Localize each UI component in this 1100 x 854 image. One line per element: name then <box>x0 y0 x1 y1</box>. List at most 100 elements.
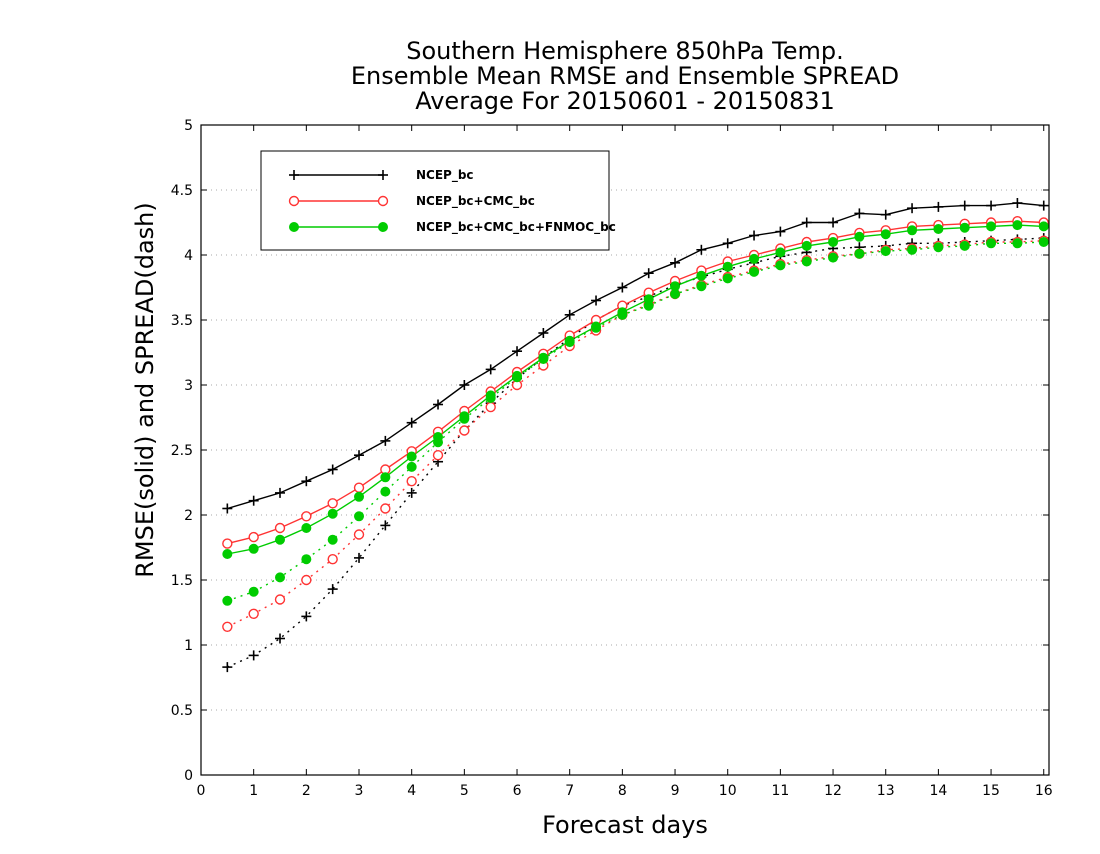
series-3-rmse-point <box>433 432 444 442</box>
series-1-rmse-point <box>986 200 997 211</box>
series-1-rmse-point <box>485 364 496 375</box>
series-1-rmse-point <box>222 503 233 514</box>
x-tick-label: 7 <box>565 783 574 799</box>
x-tick-label: 15 <box>982 783 1000 799</box>
y-axis-ticks: 0 0.5 1 1.5 2 2.5 3 3.5 4 4.5 5 <box>171 118 1049 784</box>
y-tick-label: 3 <box>184 378 193 394</box>
series-1-rmse-point <box>327 464 338 475</box>
series-3-rmse-point <box>1012 220 1023 231</box>
x-tick-label: 16 <box>1035 783 1053 799</box>
series-1-rmse-point <box>775 226 786 237</box>
x-tick-label: 12 <box>824 783 842 799</box>
series-3-spread-point <box>801 256 812 267</box>
legend-label-3: NCEP_bc+CMC_bc+FNMOC_bc <box>416 220 616 235</box>
x-tick-label: 10 <box>719 783 737 799</box>
series-3-rmse-point <box>275 534 286 545</box>
series-2-rmse-point <box>327 498 338 509</box>
series-2-rmse-point <box>301 511 312 522</box>
series-3-rmse-point <box>670 281 681 292</box>
legend-marker-2 <box>288 195 300 207</box>
series-3-rmse-line <box>227 224 1044 555</box>
y-tick-label: 0 <box>184 768 193 784</box>
legend-marker-1 <box>289 170 299 180</box>
series-3-rmse-point <box>828 237 839 247</box>
series-2-spread-point <box>222 621 233 632</box>
series-3-spread-point <box>722 273 733 284</box>
series-3-spread-point <box>749 266 760 277</box>
series-1-rmse-point <box>512 346 523 357</box>
legend-marker-1-end <box>378 170 388 180</box>
series-1-spread-point <box>406 487 417 498</box>
series-1-rmse-point <box>275 487 286 498</box>
series-3-spread-point <box>854 248 865 259</box>
series-1-rmse-point <box>933 201 944 212</box>
x-tick-label: 11 <box>771 783 789 799</box>
series-1-rmse-point <box>880 209 891 220</box>
series-3-spread-point <box>907 244 918 255</box>
x-axis-ticks: 0 1 2 3 4 5 6 7 8 9 10 11 12 13 14 15 16 <box>197 125 1053 799</box>
series-1-spread-point <box>327 584 338 595</box>
y-tick-label: 3.5 <box>171 313 193 329</box>
legend-label-2: NCEP_bc+CMC_bc <box>416 194 535 209</box>
series-2-spread-point <box>380 503 391 514</box>
series-3-rmse-point <box>775 247 786 258</box>
series-3-rmse-point <box>301 523 312 533</box>
x-tick-label: 13 <box>877 783 895 799</box>
x-tick-label: 8 <box>618 783 627 799</box>
series-3-rmse-point <box>354 491 365 502</box>
series-2-rmse-point <box>274 522 286 534</box>
series-markers <box>222 198 1049 673</box>
y-tick-label: 2 <box>184 508 193 524</box>
series-3-rmse-point <box>959 222 970 233</box>
series-2-rmse-point <box>248 531 259 543</box>
series-3-rmse-point <box>406 451 417 462</box>
title-line-2: Ensemble Mean RMSE and Ensemble SPREAD <box>351 62 899 90</box>
series-3-spread-point <box>354 511 365 522</box>
series-1-rmse-point <box>722 238 733 249</box>
series-3-spread-point <box>986 238 997 249</box>
series-3-spread-point <box>380 486 391 497</box>
series-3-rmse-point <box>248 543 259 554</box>
series-2-rmse-point <box>353 482 365 493</box>
series-1-rmse-point <box>354 450 365 461</box>
series-1-spread-point <box>301 611 312 622</box>
series-3-spread-point <box>828 252 839 263</box>
y-axis-label: RMSE(solid) and SPREAD(dash) <box>131 202 159 578</box>
series-1-spread-point <box>275 633 286 644</box>
y-tick-label: 2.5 <box>171 443 193 459</box>
series-3-rmse-point <box>907 225 918 236</box>
series-3-rmse-point <box>459 411 470 422</box>
x-tick-label: 5 <box>460 783 469 799</box>
series-1-rmse-point <box>1012 198 1023 208</box>
series-1-rmse-point <box>617 282 628 293</box>
series-1-rmse-point <box>670 257 681 268</box>
series-3-spread-point <box>959 240 970 251</box>
series-3-spread-point <box>775 260 786 271</box>
legend-marker-2-end <box>377 195 389 207</box>
x-tick-label: 9 <box>671 783 680 799</box>
series-1-rmse-point <box>248 495 259 506</box>
series-1-rmse-point <box>828 217 839 228</box>
series-3-rmse-point <box>564 335 575 346</box>
series-3-rmse-point <box>643 294 654 305</box>
series-3-rmse-point <box>696 270 707 281</box>
x-tick-label: 4 <box>407 783 416 799</box>
x-tick-label: 6 <box>513 783 522 799</box>
series-3-spread-point <box>696 281 707 292</box>
series-3-spread-point <box>1038 237 1049 247</box>
series-1-rmse-point <box>380 435 391 446</box>
series-3-rmse-point <box>801 240 812 251</box>
series-2-spread-point <box>459 425 470 436</box>
series-3-spread-point <box>275 572 286 583</box>
series-1-spread-point <box>380 520 391 531</box>
series-1-spread-point <box>248 650 259 661</box>
series-3-rmse-point <box>512 370 523 381</box>
series-3-rmse-point <box>749 253 760 264</box>
series-3-rmse-point <box>617 307 628 318</box>
series-1-rmse-point <box>406 417 417 428</box>
series-2-spread-point <box>248 608 259 619</box>
series-2-spread-point <box>327 554 338 565</box>
series-3-spread-point <box>327 534 338 545</box>
